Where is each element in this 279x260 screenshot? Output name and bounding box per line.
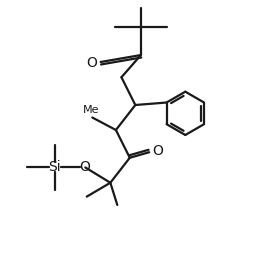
Text: O: O	[153, 144, 163, 158]
Text: O: O	[86, 56, 97, 70]
Text: Si: Si	[49, 160, 61, 174]
Text: Me: Me	[83, 105, 99, 115]
Text: O: O	[79, 160, 90, 174]
